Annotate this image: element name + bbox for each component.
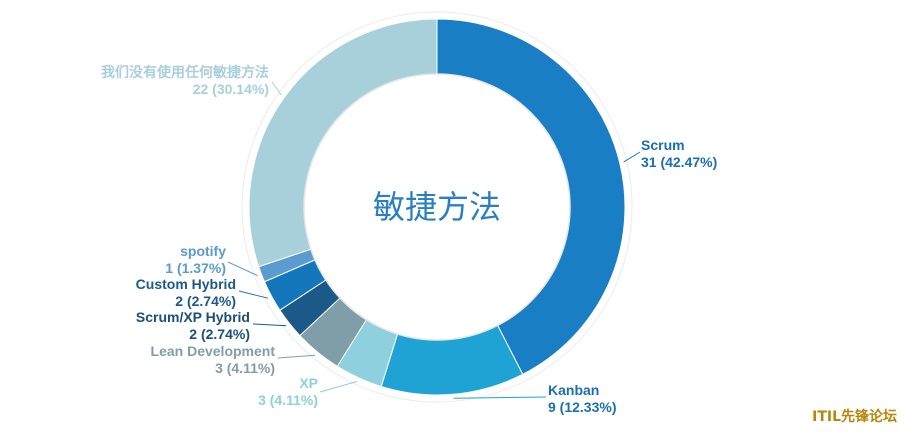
leader-line: [277, 354, 316, 359]
donut-inner-ring: [303, 73, 571, 341]
center-title: 敏捷方法: [373, 188, 501, 226]
slice-label-value: 3 (4.11%): [258, 392, 318, 408]
slice-label-name: spotify: [180, 243, 226, 259]
leader-line: [319, 381, 358, 393]
leader-line: [623, 151, 641, 163]
slice-label-name: Scrum: [641, 137, 685, 153]
slice-: [248, 18, 438, 268]
slice-label-value: 22 (30.14%): [193, 81, 269, 97]
leader-line: [227, 261, 258, 277]
leader-line: [252, 323, 287, 327]
donut-outer-ring: [241, 11, 633, 403]
watermark: ITIL先锋论坛: [812, 409, 897, 425]
slice-label-value: 2 (2.74%): [189, 326, 250, 342]
slice-label-value: 31 (42.47%): [641, 154, 717, 170]
slice-label-value: 1 (1.37%): [165, 260, 226, 276]
leader-lines: [227, 81, 641, 399]
slice-label-name: Scrum/XP Hybrid: [136, 309, 250, 325]
slice-label-name: XP: [299, 375, 318, 391]
slice-label-value: 3 (4.11%): [215, 360, 275, 376]
leader-line: [453, 396, 547, 399]
leader-line: [271, 81, 282, 96]
slice-label-name: 我们没有使用任何敏捷方法: [101, 64, 269, 80]
donut-slices: [241, 11, 633, 403]
slice-label-name: Kanban: [548, 382, 599, 398]
leader-line: [238, 290, 269, 299]
slice-label-value: 9 (12.33%): [548, 399, 616, 415]
slice-label-name: Custom Hybrid: [136, 276, 236, 292]
slice-label-value: 2 (2.74%): [175, 293, 236, 309]
slice-label-name: Lean Development: [151, 343, 276, 359]
